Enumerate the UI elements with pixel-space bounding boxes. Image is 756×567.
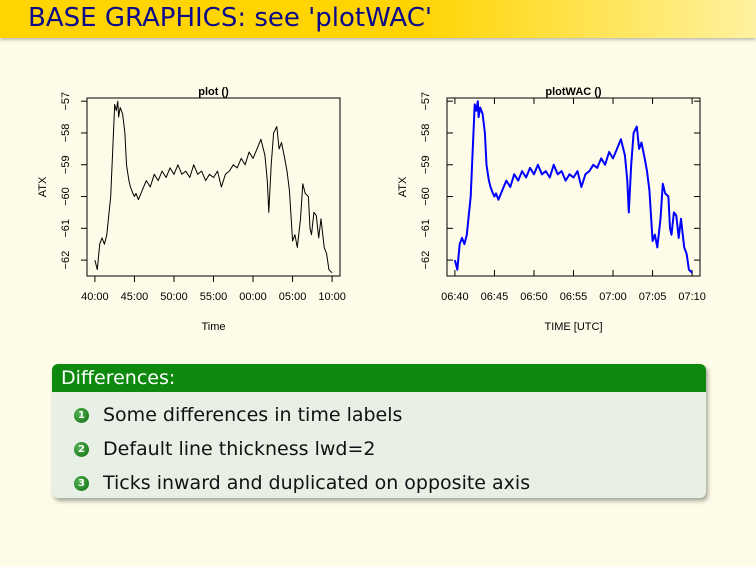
y-tick-label: −57	[60, 92, 72, 111]
differences-block: Differences: 1 Some differences in time …	[52, 364, 706, 498]
plot-left-chart: plot () 40:00 45:00 50:00 55:00 00:00 05:00 10:…	[37, 86, 346, 333]
x-tick-label: 10:00	[318, 291, 346, 303]
x-tick-label: 45:00	[121, 291, 149, 303]
x-tick-label: 06:55	[560, 291, 588, 303]
y-axis-label: ATX	[397, 176, 409, 197]
x-tick-label: 55:00	[200, 291, 228, 303]
y-tick-label: −61	[420, 219, 432, 238]
y-tick-label: −59	[60, 155, 72, 174]
item-text: Some differences in time labels	[103, 404, 403, 426]
y-tick-label: −57	[420, 92, 432, 111]
y-tick-label: −58	[60, 124, 72, 143]
y-tick-label: −62	[60, 251, 72, 270]
x-axis-label: TIME [UTC]	[544, 321, 602, 333]
plot-frame	[86, 97, 341, 277]
y-tick-label: −61	[60, 219, 72, 238]
x-tick-label: 40:00	[81, 291, 109, 303]
y-tick-label: −60	[420, 187, 432, 206]
x-tick-label: 06:50	[520, 291, 548, 303]
list-item: 1 Some differences in time labels	[74, 398, 530, 432]
series-line	[453, 100, 693, 274]
item-number-badge: 2	[74, 441, 89, 457]
chart-title: plot ()	[198, 86, 229, 98]
series-line	[94, 100, 333, 274]
x-tick-label: 06:40	[441, 291, 469, 303]
x-tick-label: 07:10	[678, 291, 706, 303]
y-tick-label: −62	[420, 251, 432, 270]
x-tick-label: 05:00	[279, 291, 307, 303]
differences-list: 1 Some differences in time labels 2 Defa…	[74, 398, 530, 500]
title-bar: BASE GRAPHICS: see 'plotWAC'	[0, 0, 756, 38]
slide-title: BASE GRAPHICS: see 'plotWAC'	[28, 3, 433, 33]
y-tick-label: −60	[60, 187, 72, 206]
x-tick-label: 00:00	[239, 291, 267, 303]
x-tick-label: 07:00	[599, 291, 627, 303]
item-text: Ticks inward and duplicated on opposite …	[103, 472, 531, 494]
plot-right-chart: plotWAC () 06:40 06:45 06:50 06:55 07:00 07:05…	[397, 86, 706, 333]
list-item: 3 Ticks inward and duplicated on opposit…	[74, 466, 530, 500]
list-item: 2 Default line thickness lwd=2	[74, 432, 530, 466]
y-tick-label: −59	[420, 155, 432, 174]
item-number-badge: 3	[74, 475, 89, 491]
chart-title: plotWAC ()	[545, 86, 602, 98]
x-tick-label: 50:00	[160, 291, 188, 303]
item-text: Default line thickness lwd=2	[103, 438, 376, 460]
x-tick-label: 07:05	[639, 291, 667, 303]
differences-header: Differences:	[52, 364, 706, 392]
item-number-badge: 1	[74, 407, 89, 423]
x-axis-label: Time	[201, 321, 225, 333]
y-tick-label: −58	[420, 124, 432, 143]
y-axis-label: ATX	[37, 176, 49, 197]
x-tick-label: 06:45	[481, 291, 509, 303]
